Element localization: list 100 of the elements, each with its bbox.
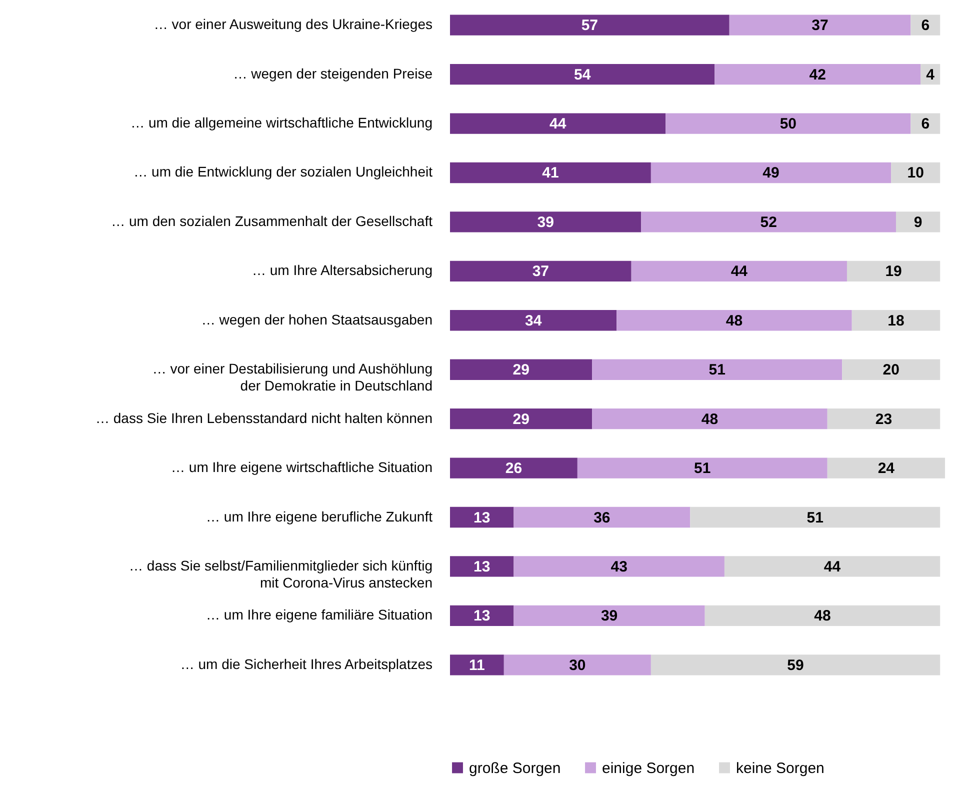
- data-label: 4: [926, 66, 936, 84]
- data-label: 34: [524, 312, 542, 330]
- data-label: 48: [814, 608, 831, 625]
- data-label: 44: [549, 116, 567, 133]
- bar: [891, 162, 940, 184]
- data-label: 13: [474, 608, 490, 625]
- data-label: 51: [806, 509, 824, 526]
- y-tick-label: … dass Sie Ihren Lebensstandard nicht halten können: [95, 410, 432, 426]
- data-label: 39: [600, 608, 618, 625]
- data-label: 44: [730, 263, 748, 280]
- data-label: 9: [914, 214, 922, 231]
- data-label: 6: [921, 17, 930, 34]
- data-label: 44: [824, 558, 842, 576]
- bar: [852, 310, 940, 331]
- bar: [910, 14, 940, 36]
- bar: [450, 14, 730, 36]
- bar: [690, 506, 940, 528]
- bar: [450, 458, 578, 478]
- data-label: 29: [512, 362, 530, 379]
- bar: [616, 310, 852, 331]
- bar: [724, 556, 940, 577]
- bar: [592, 408, 828, 430]
- data-label: 41: [542, 164, 559, 182]
- data-label: 48: [726, 312, 743, 330]
- bar: [714, 64, 920, 85]
- y-tick-label: … wegen der steigenden Preise: [233, 65, 433, 82]
- y-tick-label: … vor einer Ausweitung des Ukraine-Krieges: [154, 16, 432, 32]
- data-label: 11: [469, 656, 485, 674]
- bar: [666, 113, 911, 134]
- y-tick-label: … wegen der hohen Staatsausgaben: [201, 311, 432, 328]
- data-label: 51: [694, 460, 711, 478]
- data-label: 23: [875, 410, 892, 428]
- data-label: 54: [574, 66, 592, 84]
- bar: [641, 212, 896, 232]
- data-label: 6: [921, 116, 930, 133]
- data-label: 50: [780, 116, 797, 133]
- bar: [450, 408, 592, 430]
- y-tick-label: … um den sozialen Zusammenhalt der Gesellschaft: [111, 212, 433, 229]
- bar: [450, 212, 642, 232]
- bar: [450, 113, 666, 134]
- data-label: 13: [474, 558, 490, 576]
- bar: [842, 359, 940, 380]
- bar: [450, 605, 514, 626]
- bar: [910, 113, 940, 134]
- data-label: 49: [762, 164, 780, 182]
- legend-label: keine Sorgen: [736, 760, 824, 777]
- legend-label: einige Sorgen: [602, 760, 695, 777]
- data-label: 39: [537, 214, 554, 231]
- data-label: 37: [532, 263, 550, 280]
- data-label: 19: [885, 263, 902, 280]
- y-tick-label: … um Ihre Altersabsicherung: [252, 262, 432, 278]
- bar: [450, 506, 514, 528]
- bar: [846, 260, 940, 282]
- y-tick-label: … um die Entwicklung der sozialen Ungleichheit: [134, 164, 433, 180]
- data-label: 18: [888, 312, 904, 330]
- bar: [514, 556, 724, 577]
- bar: [650, 162, 892, 184]
- bar: [827, 458, 945, 478]
- bar: [650, 654, 940, 676]
- data-label: 52: [760, 214, 777, 231]
- bar: [729, 14, 911, 36]
- bar: [631, 260, 847, 282]
- bar: [450, 310, 617, 331]
- y-tick-label: … um Ihre eigene familiäre Situation: [206, 606, 432, 623]
- bar: [592, 359, 842, 380]
- bar: [577, 458, 828, 478]
- data-label: 10: [907, 164, 924, 182]
- bar: [827, 408, 940, 430]
- y-tick-label: … vor einer Destabilisierung und Aushöhlung der Demokratie in Deutschland: [152, 360, 432, 394]
- data-label: 20: [882, 362, 900, 379]
- data-label: 42: [809, 66, 826, 84]
- bar: [450, 64, 715, 85]
- data-label: 13: [474, 509, 490, 526]
- bar: [514, 605, 705, 626]
- bar: [450, 260, 632, 282]
- legend-label: große Sorgen: [469, 760, 561, 777]
- data-label: 29: [512, 410, 530, 428]
- data-label: 37: [812, 17, 828, 34]
- y-tick-label: … dass Sie selbst/Familienmitglieder sich künftig mit Corona-Virus anstecken: [129, 557, 432, 590]
- y-tick-label: … um Ihre eigene berufliche Zukunft: [206, 508, 433, 524]
- bar: [896, 212, 940, 232]
- bar: [450, 556, 514, 577]
- data-label: 59: [787, 656, 804, 674]
- bar: [450, 162, 651, 184]
- data-label: 36: [594, 509, 610, 526]
- data-label: 30: [569, 656, 586, 674]
- y-tick-label: … um die Sicherheit Ihres Arbeitsplatzes: [180, 656, 432, 672]
- y-tick-label: … um Ihre eigene wirtschaftliche Situation: [171, 459, 432, 476]
- y-tick-label: … um die allgemeine wirtschaftliche Entwicklung: [130, 114, 432, 131]
- data-label: 43: [610, 558, 628, 576]
- bar: [504, 654, 651, 676]
- data-label: 26: [505, 460, 522, 478]
- bar: [514, 506, 690, 528]
- data-label: 57: [581, 17, 598, 34]
- bar: [450, 359, 592, 380]
- data-label: 48: [701, 410, 718, 428]
- data-label: 24: [878, 460, 896, 478]
- bar: [704, 605, 940, 626]
- data-label: 51: [708, 362, 726, 379]
- bar: [450, 654, 504, 676]
